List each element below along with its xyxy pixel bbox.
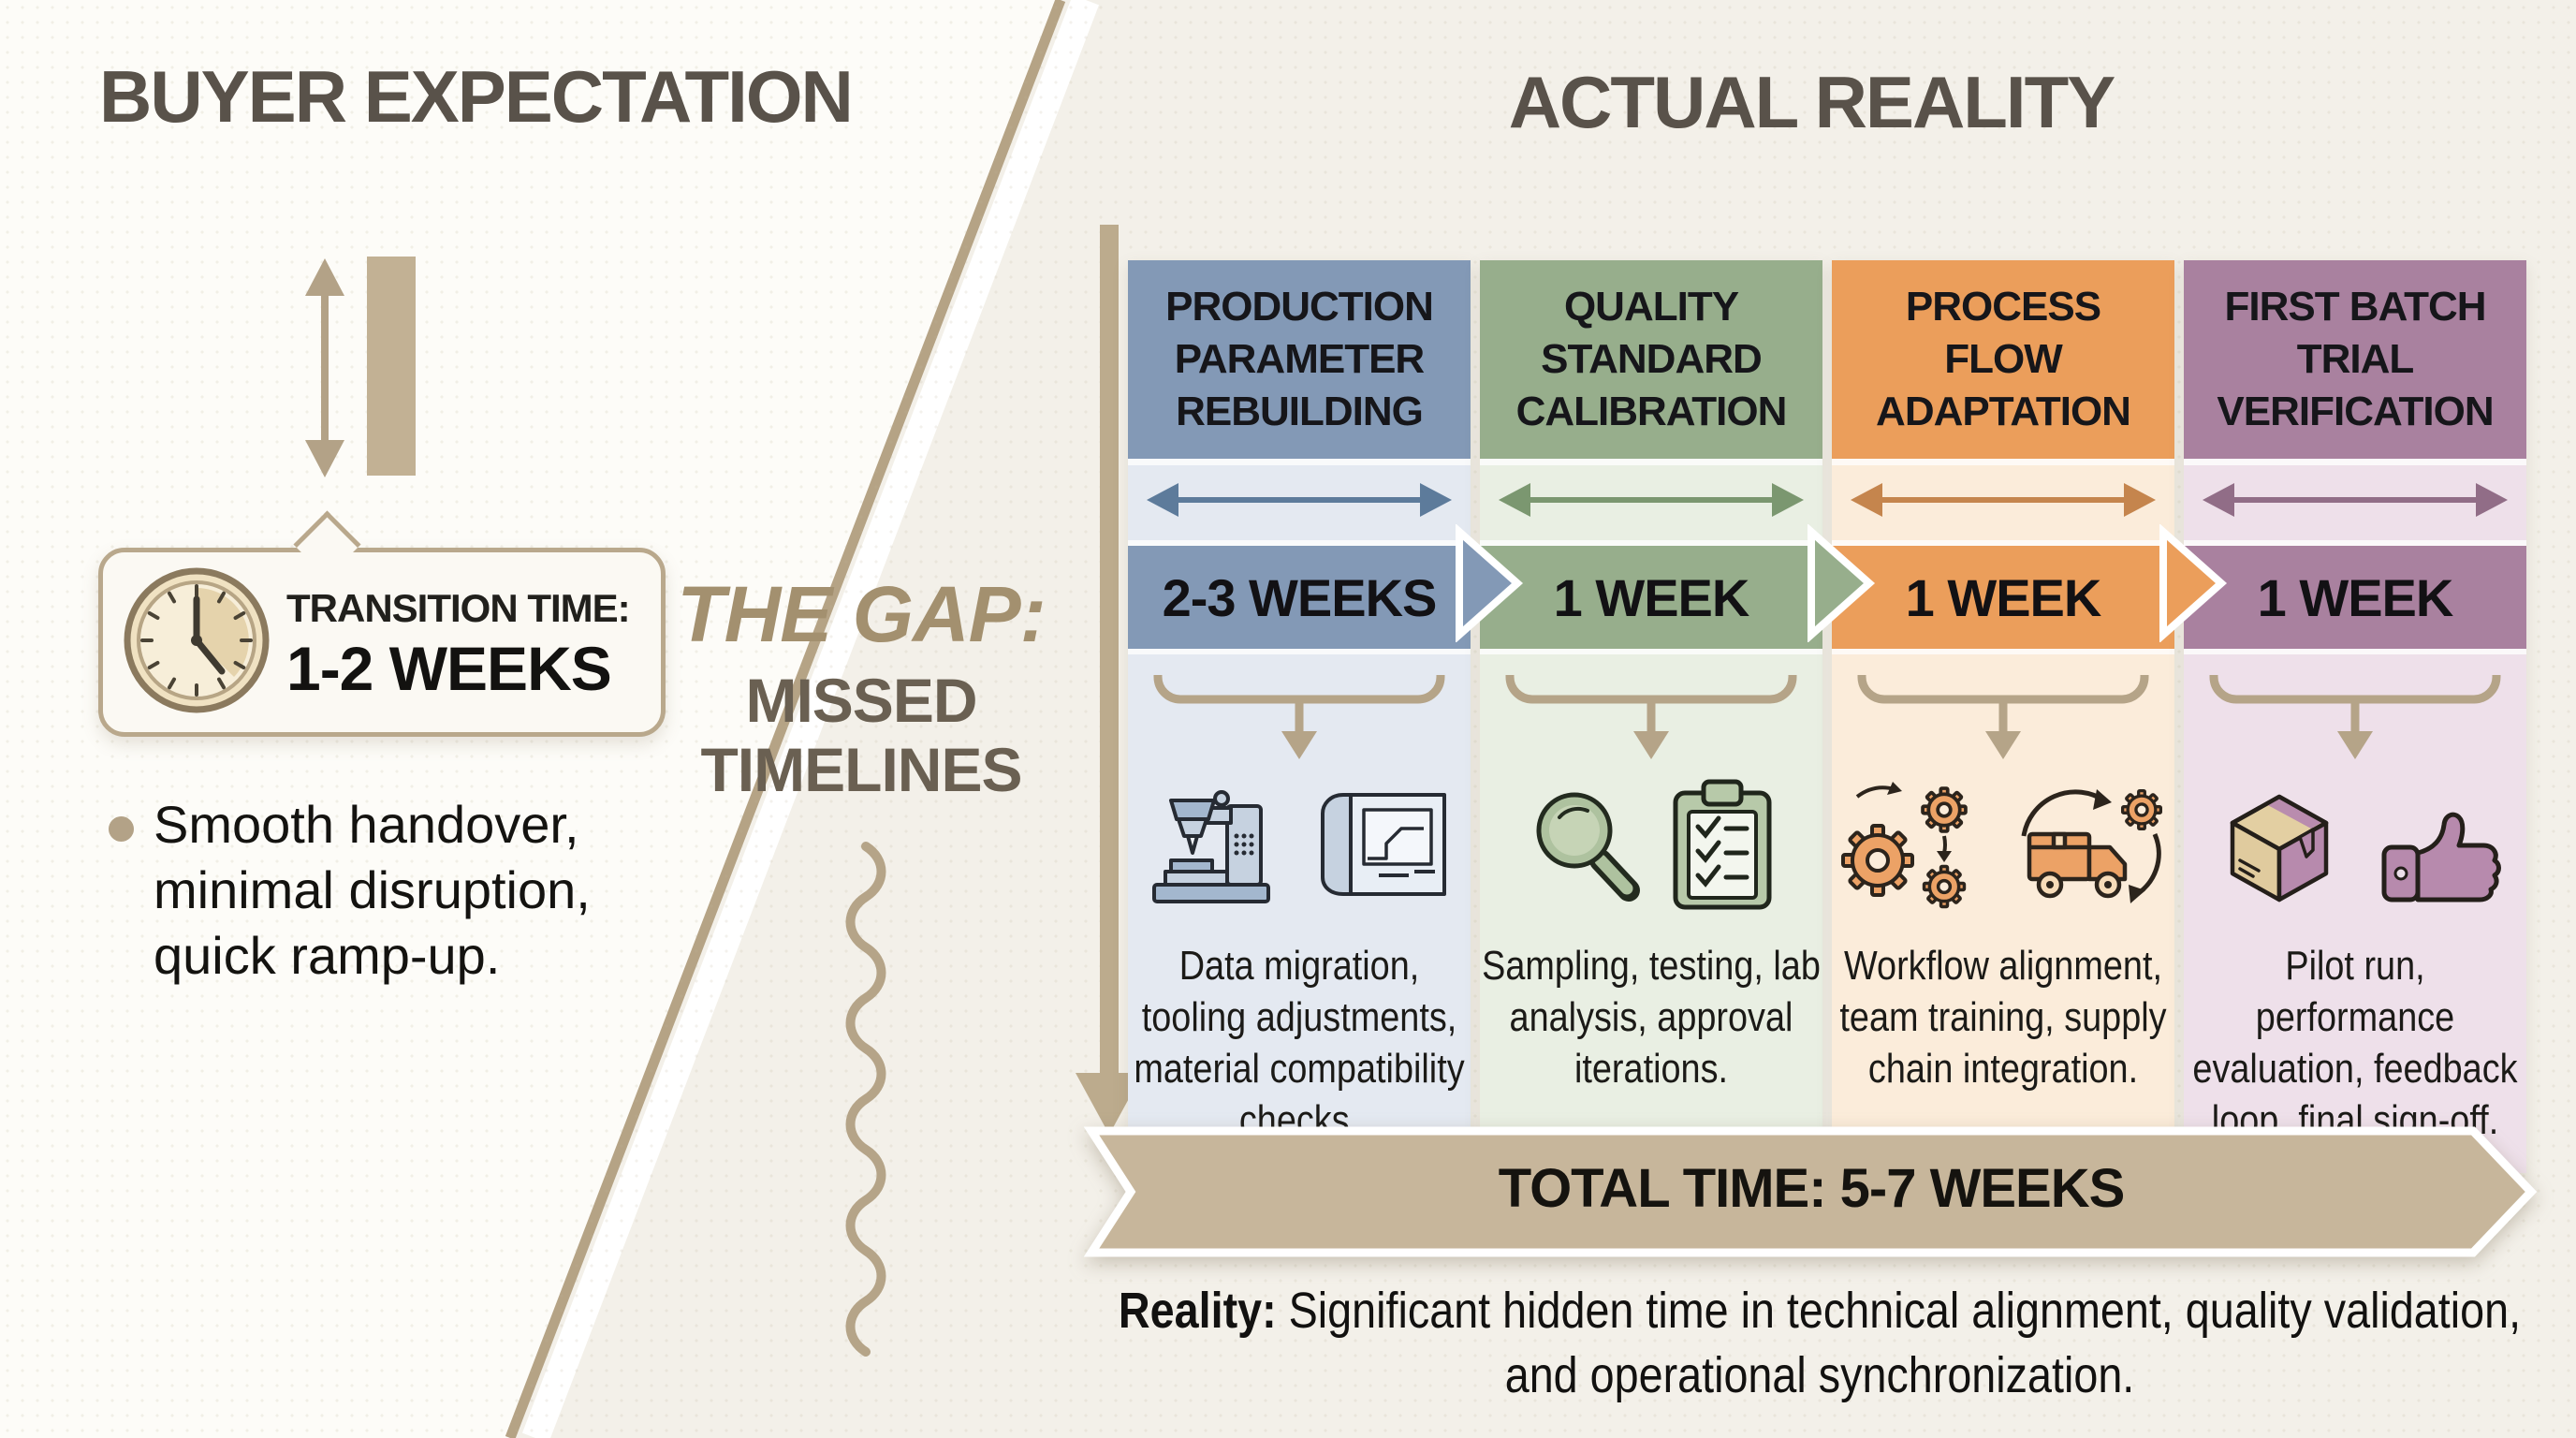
duration-bar-label: 1 WEEK	[1832, 540, 2174, 654]
column-header: QUALITY STANDARD CALIBRATION	[1480, 260, 1822, 465]
magnifier-icon	[1536, 792, 1640, 902]
gap-subtitle: MISSED TIMELINES	[700, 666, 1022, 804]
box-icon	[2230, 794, 2329, 902]
column-first-batch-trial-verification: FIRST BATCH TRIAL VERIFICATION 1 WEEK	[2184, 260, 2526, 1173]
transition-time-label: TRANSITION TIME:	[286, 586, 631, 630]
flow-arrow-icon	[1808, 524, 1876, 642]
actual-reality-title: ACTUAL REALITY	[1508, 61, 2116, 143]
cnc-machine-icon	[1152, 790, 1270, 903]
column-description: Data migration, tooling adjustments, mat…	[1134, 943, 1465, 1143]
column-process-flow-adaptation: PROCESS FLOW ADAPTATION 1 WEEK	[1832, 260, 2174, 1173]
squiggle-divider	[845, 842, 886, 1357]
divider-line	[505, 0, 1066, 1438]
reality-footnote-prefix: Reality:	[1118, 1283, 1277, 1339]
up-down-arrow-icon	[305, 258, 344, 477]
column-description: Workflow alignment, team training, suppl…	[1839, 943, 2167, 1092]
bracket-down-arrow-icon	[1153, 675, 1445, 759]
transition-time-callout: TRANSITION TIME: 1-2 WEEKS	[98, 548, 666, 737]
column-body: 1 WEEK	[1832, 465, 2174, 1173]
column-icons	[2184, 770, 2526, 919]
gears-icon	[1841, 782, 1968, 909]
clock-icon	[124, 567, 270, 713]
column-header: PRODUCTION PARAMETER REBUILDING	[1128, 260, 1471, 465]
column-production-parameter-rebuilding: PRODUCTION PARAMETER REBUILDING 2-3 WEEK…	[1128, 260, 1471, 1173]
column-body: 1 WEEK Sampling, testing, lab	[1480, 465, 1822, 1173]
span-arrow-icon	[1851, 483, 2156, 517]
column-icons	[1480, 770, 1822, 919]
duration-bar-label: 2-3 WEEKS	[1128, 540, 1471, 654]
bullet-dot	[109, 816, 134, 842]
column-description: Sampling, testing, lab analysis, approva…	[1482, 943, 1821, 1092]
blueprint-icon	[1321, 793, 1446, 896]
duration-bar	[367, 257, 416, 476]
truck-cycle-icon	[2021, 789, 2163, 903]
divider-highlight	[521, 0, 1100, 1438]
span-arrow-icon	[1499, 483, 1804, 517]
column-body: 1 WEEK	[2184, 465, 2526, 1173]
total-time-label: TOTAL TIME: 5-7 WEEKS	[1498, 1158, 2126, 1219]
down-timeline-arrow	[1076, 225, 1143, 1135]
buyer-expectation-title: BUYER EXPECTATION	[99, 55, 854, 138]
transition-time-value: 1-2 WEEKS	[286, 634, 612, 703]
reality-footnote: Reality: Significant hidden time in tech…	[1107, 1279, 2532, 1408]
bracket-down-arrow-icon	[1857, 675, 2149, 759]
reality-footnote-text: Significant hidden time in technical ali…	[1276, 1283, 2522, 1403]
column-body: 2-3 WEEKS	[1128, 465, 1471, 1173]
bracket-down-arrow-icon	[2209, 675, 2501, 759]
bracket-down-arrow-icon	[1505, 675, 1797, 759]
gap-block: THE GAP: MISSED TIMELINES	[618, 569, 1105, 804]
column-header: PROCESS FLOW ADAPTATION	[1832, 260, 2174, 465]
clipboard-checklist-icon	[1673, 779, 1772, 910]
gap-title: THE GAP:	[677, 570, 1046, 658]
span-arrow-icon	[2203, 483, 2508, 517]
column-header: FIRST BATCH TRIAL VERIFICATION	[2184, 260, 2526, 465]
column-description: Pilot run, performance evaluation, feedb…	[2192, 943, 2518, 1143]
duration-bar-label: 1 WEEK	[1480, 540, 1822, 654]
thumbs-up-icon	[2381, 812, 2501, 902]
total-time-banner	[1083, 1126, 2538, 1257]
span-arrow-icon	[1147, 483, 1452, 517]
duration-bar-label: 1 WEEK	[2184, 540, 2526, 654]
column-quality-standard-calibration: QUALITY STANDARD CALIBRATION 1 WEEK	[1480, 260, 1822, 1173]
column-icons	[1832, 770, 2174, 919]
buyer-expectation-bullet: Smooth handover, minimal disruption, qui…	[154, 795, 591, 985]
column-icons	[1128, 770, 1471, 919]
flow-arrow-icon	[2159, 524, 2228, 642]
flow-arrow-icon	[1456, 524, 1524, 642]
